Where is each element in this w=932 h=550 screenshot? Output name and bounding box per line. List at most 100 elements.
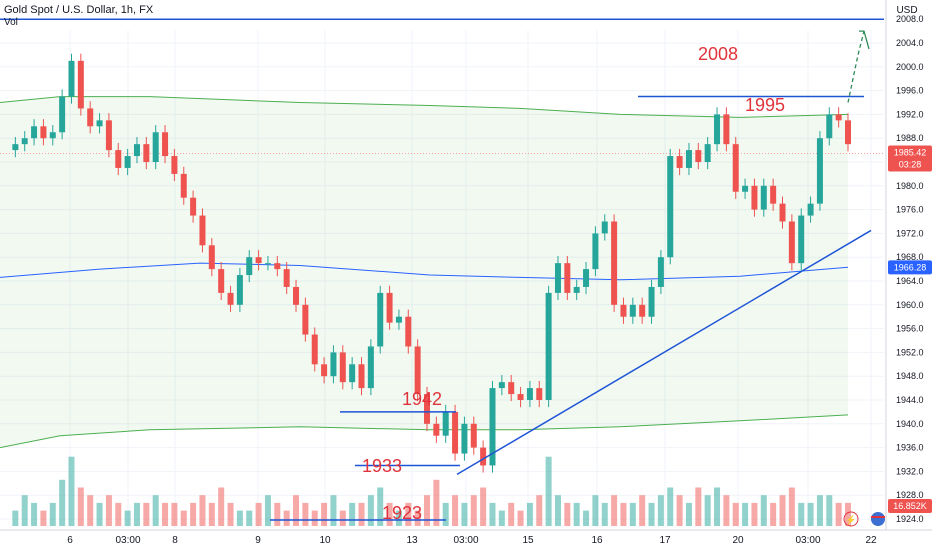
volume-bar <box>751 502 758 526</box>
x-tick-label: 10 <box>319 535 331 546</box>
volume-bar <box>208 502 215 526</box>
candle-body <box>835 114 842 121</box>
band-upper-line <box>0 96 849 118</box>
volume-bar <box>21 495 28 526</box>
volume-bar <box>311 510 318 526</box>
candle-body <box>293 286 300 305</box>
volume-bar <box>685 502 692 526</box>
drawings <box>0 18 884 521</box>
candle-body <box>190 197 197 216</box>
currency-button[interactable]: USD <box>896 5 918 16</box>
y-tick-label: 1992.0 <box>896 109 924 119</box>
volume-bar <box>742 502 749 526</box>
volume-bar <box>461 502 468 526</box>
flag-icon-stripe <box>871 516 885 518</box>
x-tick-label: 20 <box>732 535 744 546</box>
volume-bar <box>629 502 636 526</box>
candle-body <box>302 304 309 335</box>
candle-body <box>133 144 140 157</box>
candle-body <box>498 382 505 389</box>
volume-bar <box>49 502 56 526</box>
y-tick-label: 2000.0 <box>896 62 924 72</box>
lightning-icon <box>843 511 859 527</box>
volume-bar <box>255 502 262 526</box>
y-tick-label: 1972.0 <box>896 228 924 238</box>
y-tick-label: 1948.0 <box>896 371 924 381</box>
candle-body <box>667 156 674 258</box>
volume-legend: Vol <box>4 17 18 28</box>
candle-body <box>115 150 122 168</box>
candle-body <box>564 263 571 293</box>
volume-bar <box>433 479 440 526</box>
candle-body <box>143 144 150 162</box>
volume-bar <box>124 510 131 526</box>
volume-bar <box>648 502 655 526</box>
envelope-band <box>0 96 884 449</box>
volume-bar <box>143 502 150 526</box>
candle-body <box>31 126 38 139</box>
candle-body <box>639 304 646 317</box>
candle-body <box>657 257 664 287</box>
candle-body <box>386 292 393 323</box>
volume-bar <box>199 495 206 526</box>
volume-bar <box>816 495 823 526</box>
candle-body <box>816 138 823 204</box>
volume-bar <box>592 495 599 526</box>
volume-bar <box>115 502 122 526</box>
candle-body <box>517 394 524 400</box>
volume-bar <box>358 502 365 526</box>
volume-bar <box>264 495 271 526</box>
x-tick-label: 22 <box>865 535 877 546</box>
volume-bars <box>12 456 851 526</box>
volume-bar <box>68 456 75 526</box>
price-badge <box>888 145 932 172</box>
volume-bar <box>517 510 524 526</box>
candle-body <box>433 423 440 436</box>
x-tick-label: 03:00 <box>115 535 140 546</box>
volume-bar <box>770 502 777 526</box>
candle-body <box>807 203 814 216</box>
candle-body <box>760 185 767 210</box>
candle-body <box>395 316 402 323</box>
candle-body <box>704 144 711 162</box>
candle-body <box>12 144 19 151</box>
candle-body <box>264 263 271 265</box>
volume-bar <box>845 502 851 526</box>
y-tick-label: 1936.0 <box>896 443 924 453</box>
volume-bar <box>96 502 103 526</box>
volume-bar <box>480 487 487 526</box>
y-tick-label: 1924.0 <box>896 514 924 524</box>
volume-bar <box>171 502 178 526</box>
volume-bar <box>620 502 627 526</box>
candle-body <box>367 346 374 389</box>
candle-body <box>414 346 421 395</box>
candle-body <box>105 120 112 151</box>
candle-body <box>321 364 328 377</box>
volume-bar <box>704 495 711 526</box>
candle-body <box>180 173 187 198</box>
volume-bar <box>798 502 805 526</box>
volume-bar <box>760 495 767 526</box>
candle-body <box>152 132 159 162</box>
projection-arrow <box>847 30 865 103</box>
y-tick-label: 1952.0 <box>896 347 924 357</box>
candle-body <box>508 382 515 395</box>
candle-body <box>424 394 430 424</box>
volume-bar <box>283 510 290 526</box>
candle-body <box>732 144 739 192</box>
volume-bar <box>536 495 543 526</box>
candle-body <box>77 60 84 109</box>
band-lower-line <box>0 414 849 449</box>
volume-bar <box>227 502 234 526</box>
volume-bar <box>452 495 459 526</box>
volume-bar <box>321 502 328 526</box>
volume-bar <box>152 495 159 526</box>
y-tick-label: 1928.0 <box>896 490 924 500</box>
volume-bar <box>339 510 346 526</box>
volume-bar <box>526 502 533 526</box>
volume-bar <box>835 502 842 526</box>
candle-body <box>798 215 805 264</box>
candle-body <box>405 316 412 347</box>
